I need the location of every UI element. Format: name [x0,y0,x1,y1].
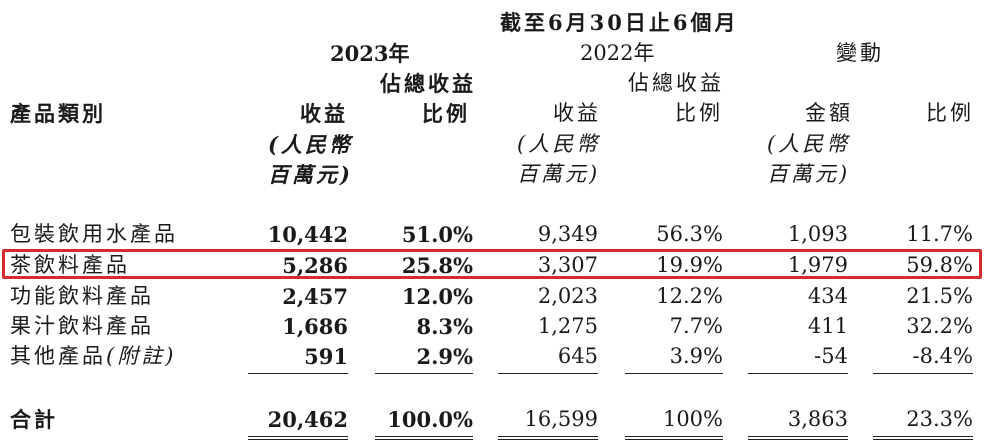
subtotal-rule [873,373,973,374]
total-double-rule [498,436,598,440]
unit-2022-line1: (人民幣 [517,132,601,156]
row-change-pct: 32.2% [906,314,973,338]
row-pct-2022: 3.9% [669,344,723,368]
change-pct-header: 比例 [926,101,974,125]
row-pct-2023: 51.0% [401,222,473,247]
total-double-rule [748,436,848,440]
total-revenue-2022: 16,599 [524,407,598,431]
row-revenue-2022: 1,275 [537,314,598,338]
row-category: 包裝飲用水產品 [10,222,178,246]
total-pct-2023: 100.0% [387,407,473,432]
pct-of-revenue-2022-top: 佔總收益 [628,71,724,95]
pct-of-revenue-2023-top: 佔總收益 [380,71,476,96]
note-ref: (附註) [106,344,177,368]
row-change-amount: 1,093 [787,222,848,246]
row-revenue-2023: 5,286 [282,253,348,278]
row-category: 果汁飲料產品 [10,314,154,338]
subtotal-rule [625,373,723,374]
row-change-pct: 59.8% [906,253,973,277]
row-pct-2022: 7.7% [669,314,723,338]
row-pct-2022: 12.2% [656,284,723,308]
row-revenue-2022: 2,023 [537,284,598,308]
unit-2023-line2: 百萬元) [268,162,353,187]
highlight-box [2,249,982,279]
row-pct-2023: 25.8% [401,253,473,278]
subtotal-rule [375,373,473,374]
year-2023-header: 2023年 [330,41,410,66]
total-change-amount: 3,863 [787,407,848,431]
row-change-amount: -54 [814,344,848,368]
unit-change-line2: 百萬元) [767,162,851,186]
total-label: 合計 [10,407,58,432]
row-revenue-2023: 10,442 [267,222,348,247]
total-double-rule [625,436,723,440]
row-change-amount: 1,979 [787,253,848,277]
row-category: 茶飲料產品 [10,253,130,277]
row-revenue-2022: 645 [557,344,598,368]
total-revenue-2023: 20,462 [267,407,348,432]
total-double-rule [873,436,973,440]
row-revenue-2022: 3,307 [537,253,598,277]
unit-2023-line1: (人民幣 [268,132,353,157]
row-category: 功能飲料產品 [10,284,154,308]
row-revenue-2023: 1,686 [282,314,348,339]
revenue-2022-header: 收益 [553,101,601,125]
total-double-rule [248,436,348,440]
row-category: 其他產品(附註) [10,344,177,368]
row-pct-2022: 19.9% [656,253,723,277]
period-header: 截至6月30日止6個月 [500,10,739,35]
row-pct-2023: 12.0% [401,284,473,309]
row-change-amount: 411 [807,314,848,338]
category-header: 產品類別 [10,101,106,126]
row-revenue-2023: 591 [304,344,348,369]
subtotal-rule [248,373,348,374]
total-double-rule [375,436,473,440]
total-change-pct: 23.3% [906,407,973,431]
pct-2023-header: 比例 [422,101,470,126]
change-header: 變動 [836,41,884,65]
row-revenue-2023: 2,457 [282,284,348,309]
amount-header: 金額 [805,101,853,125]
subtotal-rule [748,373,848,374]
total-pct-2022: 100% [662,407,723,431]
revenue-2023-header: 收益 [300,101,348,126]
row-change-pct: -8.4% [912,344,973,368]
unit-2022-line2: 百萬元) [517,162,601,186]
row-pct-2022: 56.3% [656,222,723,246]
row-change-amount: 434 [807,284,848,308]
row-pct-2023: 8.3% [416,314,474,339]
row-change-pct: 21.5% [906,284,973,308]
pct-2022-header: 比例 [675,101,723,125]
row-pct-2023: 2.9% [416,344,474,369]
row-revenue-2022: 9,349 [537,222,598,246]
year-2022-header: 2022年 [580,41,655,65]
row-change-pct: 11.7% [906,222,973,246]
subtotal-rule [498,373,598,374]
unit-change-line1: (人民幣 [767,132,851,156]
